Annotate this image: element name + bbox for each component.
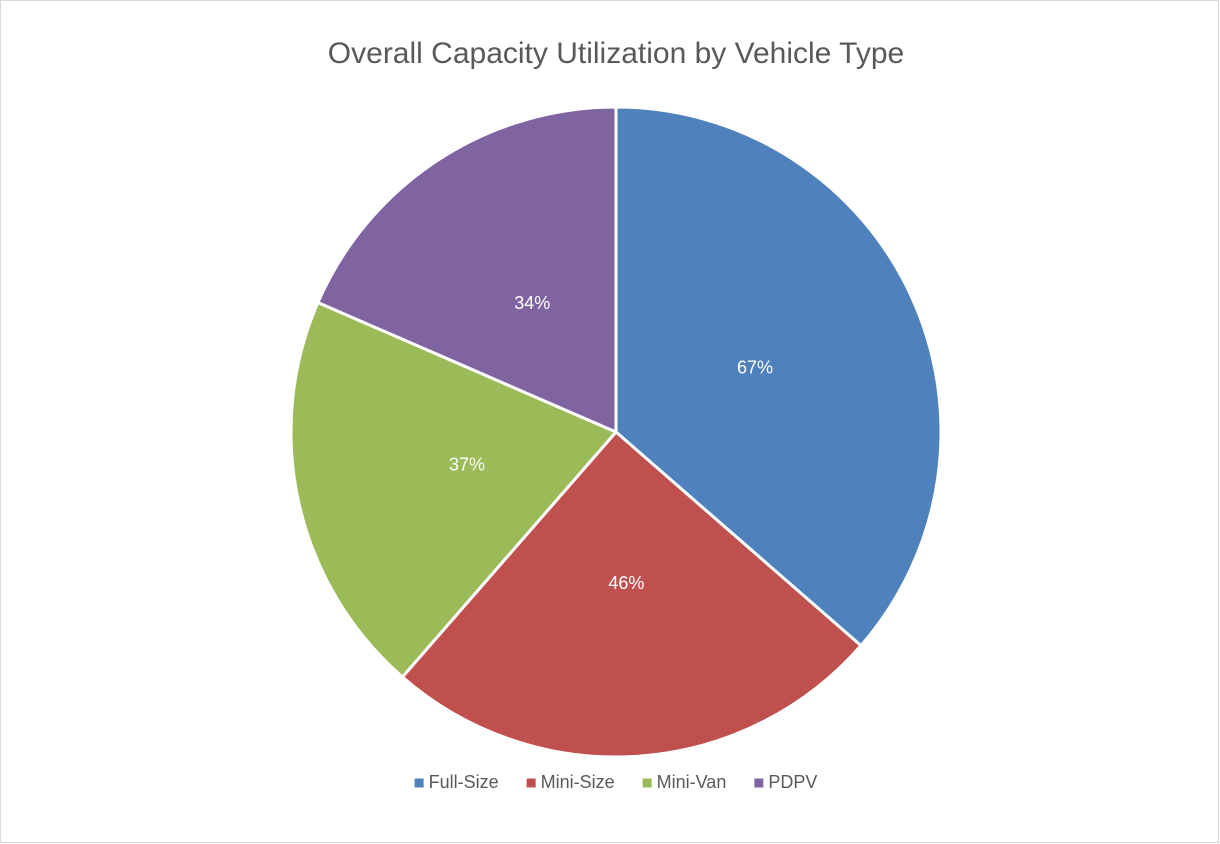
data-label: 46%	[608, 573, 644, 593]
data-label: 34%	[514, 293, 550, 313]
legend-label: Full-Size	[429, 772, 499, 792]
legend: Full-Size Mini-Size Mini-Van PDPV	[414, 772, 817, 792]
legend-swatch	[526, 778, 536, 788]
pie-slice	[316, 105, 618, 434]
legend-swatch	[414, 778, 424, 788]
pie-slice	[289, 301, 618, 679]
pie-slice	[400, 430, 863, 759]
legend-swatch	[754, 778, 764, 788]
legend-swatch	[642, 778, 652, 788]
pie-slice	[614, 105, 943, 648]
data-label: 67%	[737, 358, 773, 378]
legend-label: Mini-Size	[541, 772, 615, 792]
data-labels: 67% 46% 37% 34%	[449, 293, 773, 593]
legend-label: Mini-Van	[657, 772, 727, 792]
data-label: 37%	[449, 454, 485, 474]
legend-label: PDPV	[768, 772, 817, 792]
chart-title: Overall Capacity Utilization by Vehicle …	[328, 37, 904, 70]
pie	[289, 105, 943, 759]
